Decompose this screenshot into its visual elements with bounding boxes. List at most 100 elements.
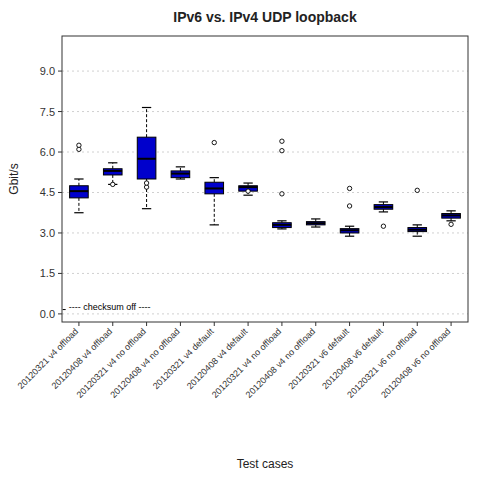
x-tick — [349, 322, 350, 326]
flier — [246, 189, 250, 193]
x-tick — [78, 322, 79, 326]
grid-line — [62, 232, 468, 233]
whisker-low — [78, 198, 79, 213]
grid-line — [62, 111, 468, 112]
flier — [449, 222, 453, 226]
x-axis-label: Test cases — [237, 457, 294, 471]
y-axis-label: Gbit/s — [7, 163, 21, 194]
y-tick-label: 1.5 — [40, 267, 55, 279]
flier — [381, 224, 385, 228]
y-tick-label: 6.0 — [40, 146, 55, 158]
cap-low — [142, 208, 151, 209]
box — [340, 229, 359, 233]
x-tick-label: 20120408 v6 default — [320, 326, 385, 391]
y-tick — [58, 273, 62, 274]
cap-low — [446, 220, 455, 221]
annotation: ---- checksum off ---- — [69, 302, 151, 312]
x-tick-label: 20120408 v4 default — [185, 326, 250, 391]
median — [171, 173, 190, 175]
x-tick — [248, 322, 249, 326]
y-tick — [58, 192, 62, 193]
cap-low — [413, 236, 422, 237]
median — [205, 187, 224, 189]
box-group — [340, 186, 359, 236]
whisker-low — [417, 232, 418, 237]
annotation-line — [63, 309, 68, 310]
grid-line — [62, 192, 468, 193]
flier — [280, 148, 284, 152]
whisker-high — [112, 163, 113, 169]
x-tick — [451, 322, 452, 326]
cap-high — [108, 162, 117, 163]
cap-low — [210, 224, 219, 225]
box-group — [442, 211, 461, 227]
y-tick — [58, 313, 62, 314]
y-tick-label: 4.5 — [40, 186, 55, 198]
cap-high — [210, 177, 219, 178]
x-tick — [315, 322, 316, 326]
plot-area — [70, 108, 461, 237]
median — [70, 190, 89, 192]
box — [103, 169, 122, 175]
whisker-high — [180, 167, 181, 171]
box — [171, 171, 190, 178]
box-group — [103, 163, 122, 187]
box-group — [239, 183, 258, 195]
box-group — [374, 202, 393, 228]
x-tick — [112, 322, 113, 326]
box — [408, 228, 427, 232]
flier — [347, 186, 351, 190]
y-tick — [58, 71, 62, 72]
box — [205, 182, 224, 194]
median — [137, 158, 156, 160]
box — [306, 222, 325, 225]
median — [442, 214, 461, 216]
cap-high — [311, 218, 320, 219]
box-group — [273, 139, 292, 229]
box — [273, 223, 292, 228]
box-group — [70, 143, 89, 213]
grid-line — [62, 152, 468, 153]
flier — [280, 192, 284, 196]
y-tick — [58, 232, 62, 233]
box-group — [137, 108, 156, 209]
flier — [280, 139, 284, 143]
whisker-high — [146, 108, 147, 138]
cap-high — [379, 201, 388, 202]
y-tick — [58, 152, 62, 153]
median — [408, 229, 427, 231]
median — [306, 222, 325, 224]
cap-low — [311, 226, 320, 227]
median — [340, 229, 359, 231]
cap-low — [243, 195, 252, 196]
flier — [212, 140, 216, 144]
box-group — [408, 188, 427, 236]
x-tick-label: 20120321 v4 offload — [16, 326, 81, 391]
cap-high — [345, 226, 354, 227]
x-tick — [383, 322, 384, 326]
x-tick — [417, 322, 418, 326]
cap-low — [277, 228, 286, 229]
box — [70, 186, 89, 198]
cap-low — [345, 236, 354, 237]
box — [137, 137, 156, 179]
median — [239, 186, 258, 188]
cap-high — [243, 182, 252, 183]
cap-low — [379, 211, 388, 212]
title: IPv6 vs. IPv4 UDP loopback — [173, 9, 357, 25]
x-tick — [214, 322, 215, 326]
grid-line — [62, 273, 468, 274]
median — [374, 206, 393, 208]
x-tick-label: 20120408 v4 offload — [50, 326, 115, 391]
grid — [62, 71, 468, 314]
median — [273, 224, 292, 226]
plot-frame — [62, 36, 468, 322]
cap-low — [176, 178, 185, 179]
whisker-high — [78, 179, 79, 186]
box-group — [171, 167, 190, 179]
y-tick-label: 3.0 — [40, 227, 55, 239]
whisker-high — [214, 178, 215, 183]
y-axis: 0.01.53.04.56.07.59.0 — [40, 65, 62, 320]
cap-high — [142, 107, 151, 108]
flier — [347, 204, 351, 208]
